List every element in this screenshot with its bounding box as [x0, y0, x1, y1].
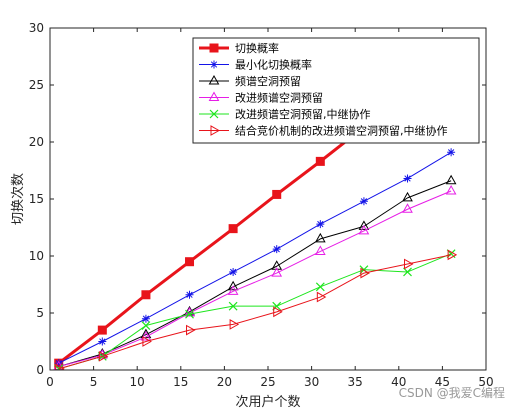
- x-tick-label: 20: [217, 375, 232, 389]
- data-point: [360, 267, 370, 279]
- x-tick-label: 0: [46, 375, 54, 389]
- y-tick-label: 10: [29, 249, 44, 263]
- data-point: [445, 174, 457, 185]
- data-point: [209, 109, 219, 119]
- legend: 切换概率最小化切换概率频谱空洞预留改进频谱空洞预留改进频谱空洞预留,中继协作结合…: [192, 37, 480, 144]
- y-axis-label: 切换次数: [10, 173, 26, 225]
- legend-box: [192, 37, 480, 144]
- data-point: [228, 301, 238, 311]
- data-point: [210, 60, 218, 69]
- data-point: [186, 324, 196, 336]
- data-point: [229, 319, 240, 330]
- data-point: [185, 290, 194, 299]
- data-point: [447, 148, 456, 157]
- watermark-text: CSDN @我爱C编程: [398, 386, 505, 400]
- x-tick-label: 50: [478, 375, 493, 389]
- series-line: [58, 151, 452, 364]
- x-tick-label: 40: [391, 375, 406, 389]
- x-axis-label: 次用户个数: [235, 394, 300, 410]
- data-point: [98, 337, 107, 346]
- data-point: [314, 245, 326, 255]
- data-point: [208, 91, 220, 101]
- data-point: [227, 285, 239, 295]
- data-point: [402, 191, 413, 202]
- series-line: [58, 180, 452, 368]
- series-line: [58, 254, 452, 370]
- data-point: [358, 220, 370, 230]
- legend-label: 改进频谱空洞预留: [235, 91, 323, 105]
- legend-label: 最小化切换概率: [235, 58, 312, 72]
- series-line: [58, 190, 452, 368]
- data-point: [229, 267, 238, 276]
- data-point: [272, 245, 281, 254]
- series-line: [58, 253, 452, 370]
- data-point: [140, 330, 152, 341]
- data-point: [315, 156, 325, 166]
- data-point: [98, 350, 109, 362]
- y-tick-label: 5: [36, 306, 44, 320]
- data-point: [445, 185, 457, 195]
- data-point: [141, 314, 150, 323]
- legend-label: 频谱空洞预留: [235, 74, 301, 88]
- data-point: [402, 203, 413, 213]
- legend-label: 改进频谱空洞预留,中继协作: [235, 107, 371, 121]
- x-tick-label: 30: [304, 375, 319, 389]
- data-point: [272, 189, 282, 199]
- data-point: [185, 309, 194, 319]
- data-point: [227, 280, 239, 291]
- legend-label: 切换概率: [235, 41, 279, 55]
- y-tick-label: 15: [29, 192, 44, 206]
- data-point: [142, 336, 152, 347]
- x-tick-label: 45: [435, 375, 450, 389]
- data-point: [404, 258, 414, 270]
- data-point: [54, 359, 63, 368]
- data-point: [315, 282, 325, 292]
- data-point: [228, 224, 238, 234]
- data-point: [209, 43, 219, 53]
- x-tick-label: 10: [130, 375, 145, 389]
- data-point: [208, 74, 220, 85]
- data-point: [140, 328, 152, 339]
- data-point: [141, 290, 151, 300]
- y-tick-label: 30: [29, 21, 44, 35]
- x-tick-label: 15: [173, 375, 188, 389]
- x-tick-label: 5: [90, 375, 98, 389]
- data-point: [403, 174, 412, 183]
- data-point: [358, 224, 370, 235]
- data-point: [97, 325, 107, 335]
- data-point: [271, 260, 283, 270]
- x-tick-label: 25: [260, 375, 275, 389]
- data-point: [271, 267, 283, 277]
- data-point: [210, 125, 221, 136]
- ticks-layer: 0 5 10 15 20 25 30 35 40 45 50 0 5 10 15 20 25 30: [29, 21, 494, 389]
- data-point: [185, 257, 195, 267]
- data-point: [316, 291, 327, 303]
- data-point: [447, 249, 458, 261]
- data-point: [141, 321, 151, 330]
- data-point: [55, 363, 65, 370]
- data-point: [359, 197, 368, 206]
- data-point: [273, 306, 283, 318]
- y-tick-label: 0: [36, 363, 44, 377]
- data-point: [316, 220, 325, 229]
- data-point: [403, 267, 412, 277]
- legend-label: 结合竞价机制的改进频谱空洞预留,中继协作: [235, 124, 448, 138]
- y-tick-label: 25: [29, 78, 44, 92]
- x-tick-label: 35: [348, 375, 363, 389]
- y-tick-label: 20: [29, 135, 44, 149]
- data-point: [314, 232, 326, 243]
